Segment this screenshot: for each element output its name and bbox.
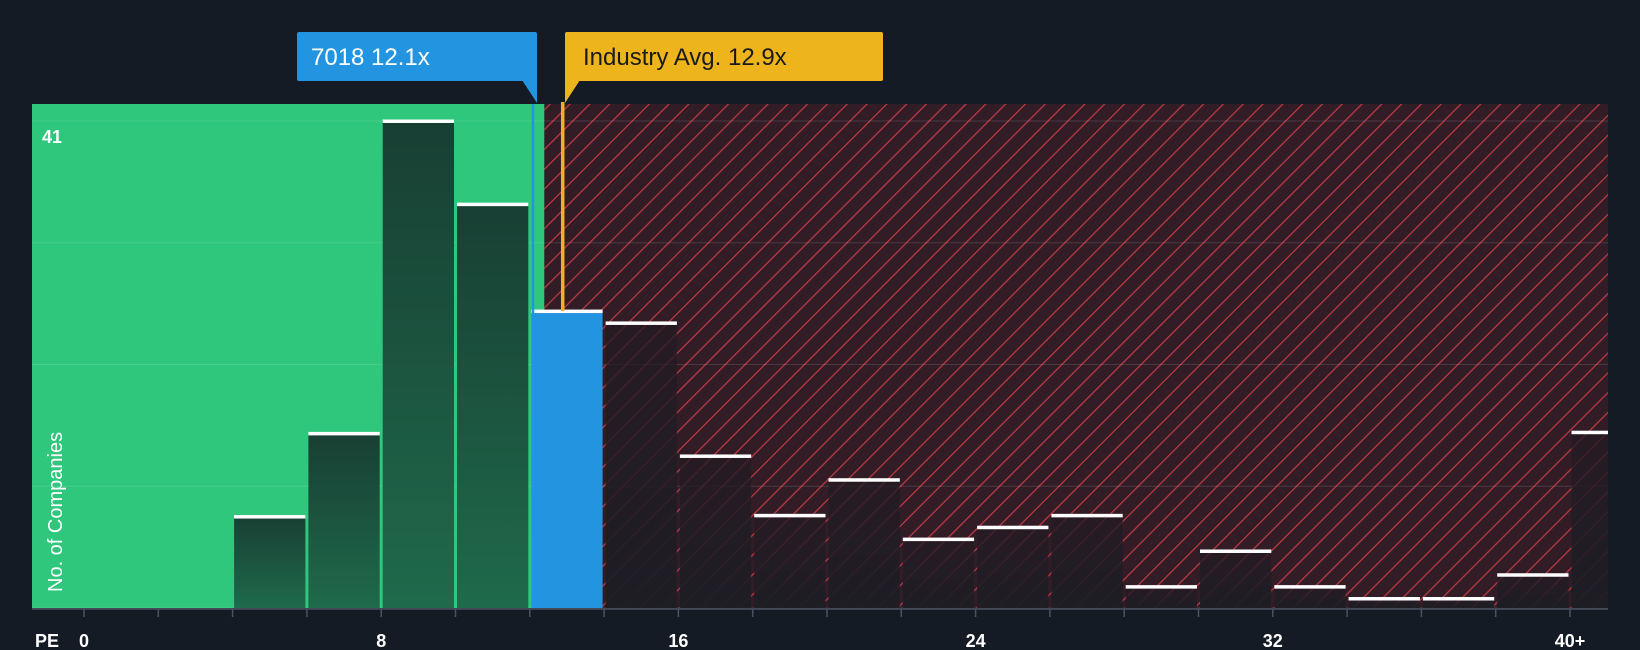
- company-callout-pointer: [522, 80, 537, 103]
- histogram-bar: [1051, 515, 1123, 608]
- x-tick-label: 0: [79, 631, 89, 650]
- histogram-bar: [605, 322, 677, 608]
- y-max-label: 41: [42, 127, 62, 147]
- x-tick-label: 40+: [1555, 631, 1586, 650]
- histogram-bar: [234, 516, 306, 608]
- histogram-bar: [382, 121, 454, 608]
- histogram-bar-cap: [1200, 549, 1272, 553]
- industry-callout-pointer: [565, 80, 580, 103]
- histogram-bar-cap: [1051, 513, 1123, 518]
- histogram-bar: [902, 539, 975, 608]
- histogram-bar: [531, 311, 603, 608]
- histogram-bar: [1274, 586, 1346, 608]
- company-callout: 7018 12.1x: [297, 32, 537, 103]
- histogram-bar-cap: [1348, 596, 1420, 601]
- histogram-bar-cap: [308, 431, 380, 436]
- company-callout-label: 7018 12.1x: [311, 44, 430, 71]
- industry-callout-box: [565, 32, 883, 81]
- histogram-bar-cap: [1125, 585, 1197, 589]
- histogram-bar: [1348, 598, 1420, 608]
- histogram-bar: [457, 204, 529, 608]
- histogram-bar-cap: [1571, 430, 1608, 435]
- histogram-bar-cap: [382, 119, 454, 123]
- y-axis-title: No. of Companies: [45, 432, 67, 592]
- histogram-bar: [308, 433, 380, 608]
- histogram-bar: [1125, 586, 1197, 608]
- x-tick-label: 8: [376, 631, 386, 650]
- histogram-bar: [1571, 432, 1608, 608]
- industry-callout-label: Industry Avg. 12.9x: [583, 44, 787, 71]
- histogram-bar: [1422, 598, 1495, 608]
- industry-callout: Industry Avg. 12.9x: [565, 32, 883, 103]
- histogram-bar-cap: [679, 454, 752, 458]
- histogram-bar-cap: [828, 478, 900, 482]
- histogram-bar: [754, 515, 826, 608]
- x-tick-label: 24: [966, 631, 986, 650]
- histogram-bar-cap: [1497, 573, 1569, 577]
- histogram-bar-cap: [531, 309, 603, 314]
- histogram-bar-cap: [1274, 585, 1346, 589]
- histogram-bar-cap: [234, 515, 306, 519]
- x-tick-label: 16: [668, 631, 688, 650]
- x-tick-label: 32: [1263, 631, 1283, 650]
- histogram-bar: [1497, 574, 1569, 608]
- company-callout-box: [297, 32, 537, 81]
- histogram-bar-cap: [977, 525, 1049, 530]
- histogram-bar-cap: [605, 321, 677, 325]
- histogram-bar-cap: [457, 202, 529, 207]
- histogram-bar-cap: [754, 513, 826, 518]
- histogram-bar: [679, 455, 752, 608]
- histogram-bar-cap: [1422, 596, 1495, 601]
- x-axis-title: PE: [35, 631, 59, 650]
- histogram-bar: [1200, 550, 1272, 608]
- histogram-bar: [828, 479, 900, 608]
- histogram-bar: [977, 527, 1049, 608]
- histogram-bar-cap: [902, 537, 975, 542]
